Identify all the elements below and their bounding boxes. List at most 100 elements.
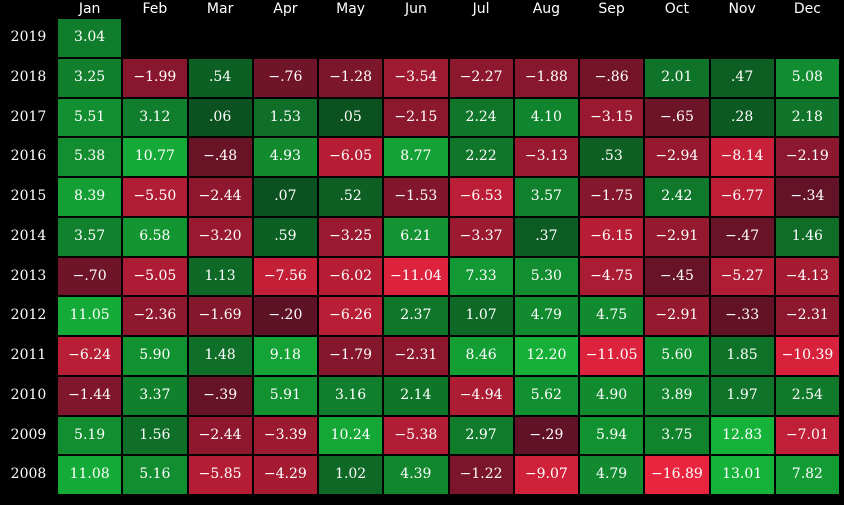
heatmap-cell-2010-nov: 1.97 [709,375,775,416]
heatmap-cell-2012-may: −6.26 [318,296,384,336]
heatmap-cell-2012-mar: −1.69 [187,296,253,336]
year-label-2019: 2019 [10,29,47,45]
heatmap-cell-2017-dec: 2.18 [774,97,840,138]
heatmap-cell-2009-oct: 3.75 [644,415,710,456]
heatmap-cell-2011-dec: −10.39 [774,336,840,376]
heatmap-cell-2016-aug: −3.13 [513,137,579,177]
heatmap-cell-2012-jan: 11.05 [57,296,123,336]
heatmap-cell-2010-oct: 3.89 [644,375,710,416]
heatmap-cell-2008-oct: −16.89 [644,455,710,495]
month-label-may: May [336,1,366,17]
heatmap-cell-2013-sep: −4.75 [579,256,645,297]
heatmap-cell-2011-feb: 5.90 [122,336,188,376]
heatmap-cell-2008-mar: −5.85 [187,455,253,495]
heatmap-cell-2012-dec: −2.31 [774,296,840,336]
heatmap-cell-2014-oct: −2.91 [644,216,710,257]
heatmap-cell-2009-jul: 2.97 [448,415,514,456]
heatmap-cell-2015-sep: −1.75 [579,177,645,217]
heatmap-cell-2018-sep: −.86 [579,57,645,98]
heatmap-cell-2016-sep: .53 [579,137,645,177]
heatmap-cell-2013-apr: −7.56 [252,256,318,297]
heatmap-cell-2018-nov: .47 [709,57,775,98]
heatmap-cell-2012-sep: 4.75 [579,296,645,336]
heatmap-cell-2013-jun: −11.04 [383,256,449,297]
heatmap-cell-2018-apr: −.76 [252,57,318,98]
heatmap-cell-2010-feb: 3.37 [122,375,188,416]
heatmap-cell-2014-feb: 6.58 [122,216,188,257]
heatmap-cell-2009-sep: 5.94 [579,415,645,456]
heatmap-cell-2018-feb: −1.99 [122,57,188,98]
heatmap-cell-2016-dec: −2.19 [774,137,840,177]
heatmap-cell-2012-oct: −2.91 [644,296,710,336]
heatmap-cell-2012-jul: 1.07 [448,296,514,336]
heatmap-cell-2018-oct: 2.01 [644,57,710,98]
heatmap-cell-2013-feb: −5.05 [122,256,188,297]
year-label-2014: 2014 [10,227,47,244]
heatmap-cell-2017-sep: −3.15 [579,97,645,138]
heatmap-cell-2010-dec: 2.54 [774,375,840,416]
heatmap-cell-2013-jan: −.70 [57,256,123,297]
heatmap-cell-2008-feb: 5.16 [122,455,188,495]
heatmap-cell-2016-nov: −8.14 [709,137,775,177]
heatmap-cell-2017-jun: −2.15 [383,97,449,138]
heatmap-cell-2015-oct: 2.42 [644,177,710,217]
heatmap-cell-2016-jul: 2.22 [448,137,514,177]
year-label-2010: 2010 [10,386,47,403]
month-label-sep: Sep [598,1,625,17]
heatmap-cell-2013-mar: 1.13 [187,256,253,297]
heatmap-cell-2015-may: .52 [318,177,384,217]
heatmap-cell-2016-apr: 4.93 [252,137,318,177]
heatmap-cell-2017-mar: .06 [187,97,253,138]
heatmap-cell-2017-jul: 2.24 [448,97,514,138]
heatmap-cell-2013-oct: −.45 [644,256,710,297]
heatmap-cell-2008-jun: 4.39 [383,455,449,495]
month-label-aug: Aug [532,1,561,17]
month-label-jan: Jan [78,1,101,17]
heatmap-cell-2015-mar: −2.44 [187,177,253,217]
month-label-oct: Oct [664,1,689,17]
year-label-2008: 2008 [10,466,47,483]
heatmap-cell-2009-jun: −5.38 [383,415,449,456]
heatmap-cell-2014-may: −3.25 [318,216,384,257]
month-label-dec: Dec [793,1,821,17]
heatmap-cell-2015-nov: −6.77 [709,177,775,217]
heatmap-cell-2017-aug: 4.10 [513,97,579,138]
heatmap-cell-2011-may: −1.79 [318,336,384,376]
heatmap-cell-2009-mar: −2.44 [187,415,253,456]
year-label-2013: 2013 [10,267,47,284]
month-label-nov: Nov [728,1,756,17]
heatmap-cell-2008-jan: 11.08 [57,455,123,495]
heatmap-cell-2011-jan: −6.24 [57,336,123,376]
heatmap-cell-2010-apr: 5.91 [252,375,318,416]
heatmap-cell-2016-jan: 5.38 [57,137,123,177]
heatmap-cell-2008-nov: 13.01 [709,455,775,495]
heatmap-cell-2008-dec: 7.82 [774,455,840,495]
heatmap-cell-2013-dec: −4.13 [774,256,840,297]
heatmap-cell-2014-jun: 6.21 [383,216,449,257]
heatmap-cell-2018-jan: 3.25 [57,57,123,98]
month-label-feb: Feb [142,1,168,17]
heatmap-cell-2011-oct: 5.60 [644,336,710,376]
heatmap-cell-2009-feb: 1.56 [122,415,188,456]
year-label-2012: 2012 [10,307,47,324]
heatmap-cell-2009-apr: −3.39 [252,415,318,456]
heatmap-cell-2015-feb: −5.50 [122,177,188,217]
heatmap-cell-2017-feb: 3.12 [122,97,188,138]
month-label-mar: Mar [206,1,234,17]
heatmap-cell-2011-apr: 9.18 [252,336,318,376]
year-label-2017: 2017 [10,108,47,125]
heatmap-cell-2016-feb: 10.77 [122,137,188,177]
heatmap-cell-2009-nov: 12.83 [709,415,775,456]
heatmap-cell-2016-jun: 8.77 [383,137,449,177]
heatmap-cell-2009-jan: 5.19 [57,415,123,456]
heatmap-cell-2017-jan: 5.51 [57,97,123,138]
heatmap-cell-2018-mar: .54 [187,57,253,98]
heatmap-cell-2010-sep: 4.90 [579,375,645,416]
heatmap-cell-2010-mar: −.39 [187,375,253,416]
heatmap-cell-2014-jul: −3.37 [448,216,514,257]
heatmap-cell-2014-mar: −3.20 [187,216,253,257]
heatmap-cell-2011-jul: 8.46 [448,336,514,376]
heatmap-cell-2012-nov: −.33 [709,296,775,336]
heatmap-cell-2010-jun: 2.14 [383,375,449,416]
